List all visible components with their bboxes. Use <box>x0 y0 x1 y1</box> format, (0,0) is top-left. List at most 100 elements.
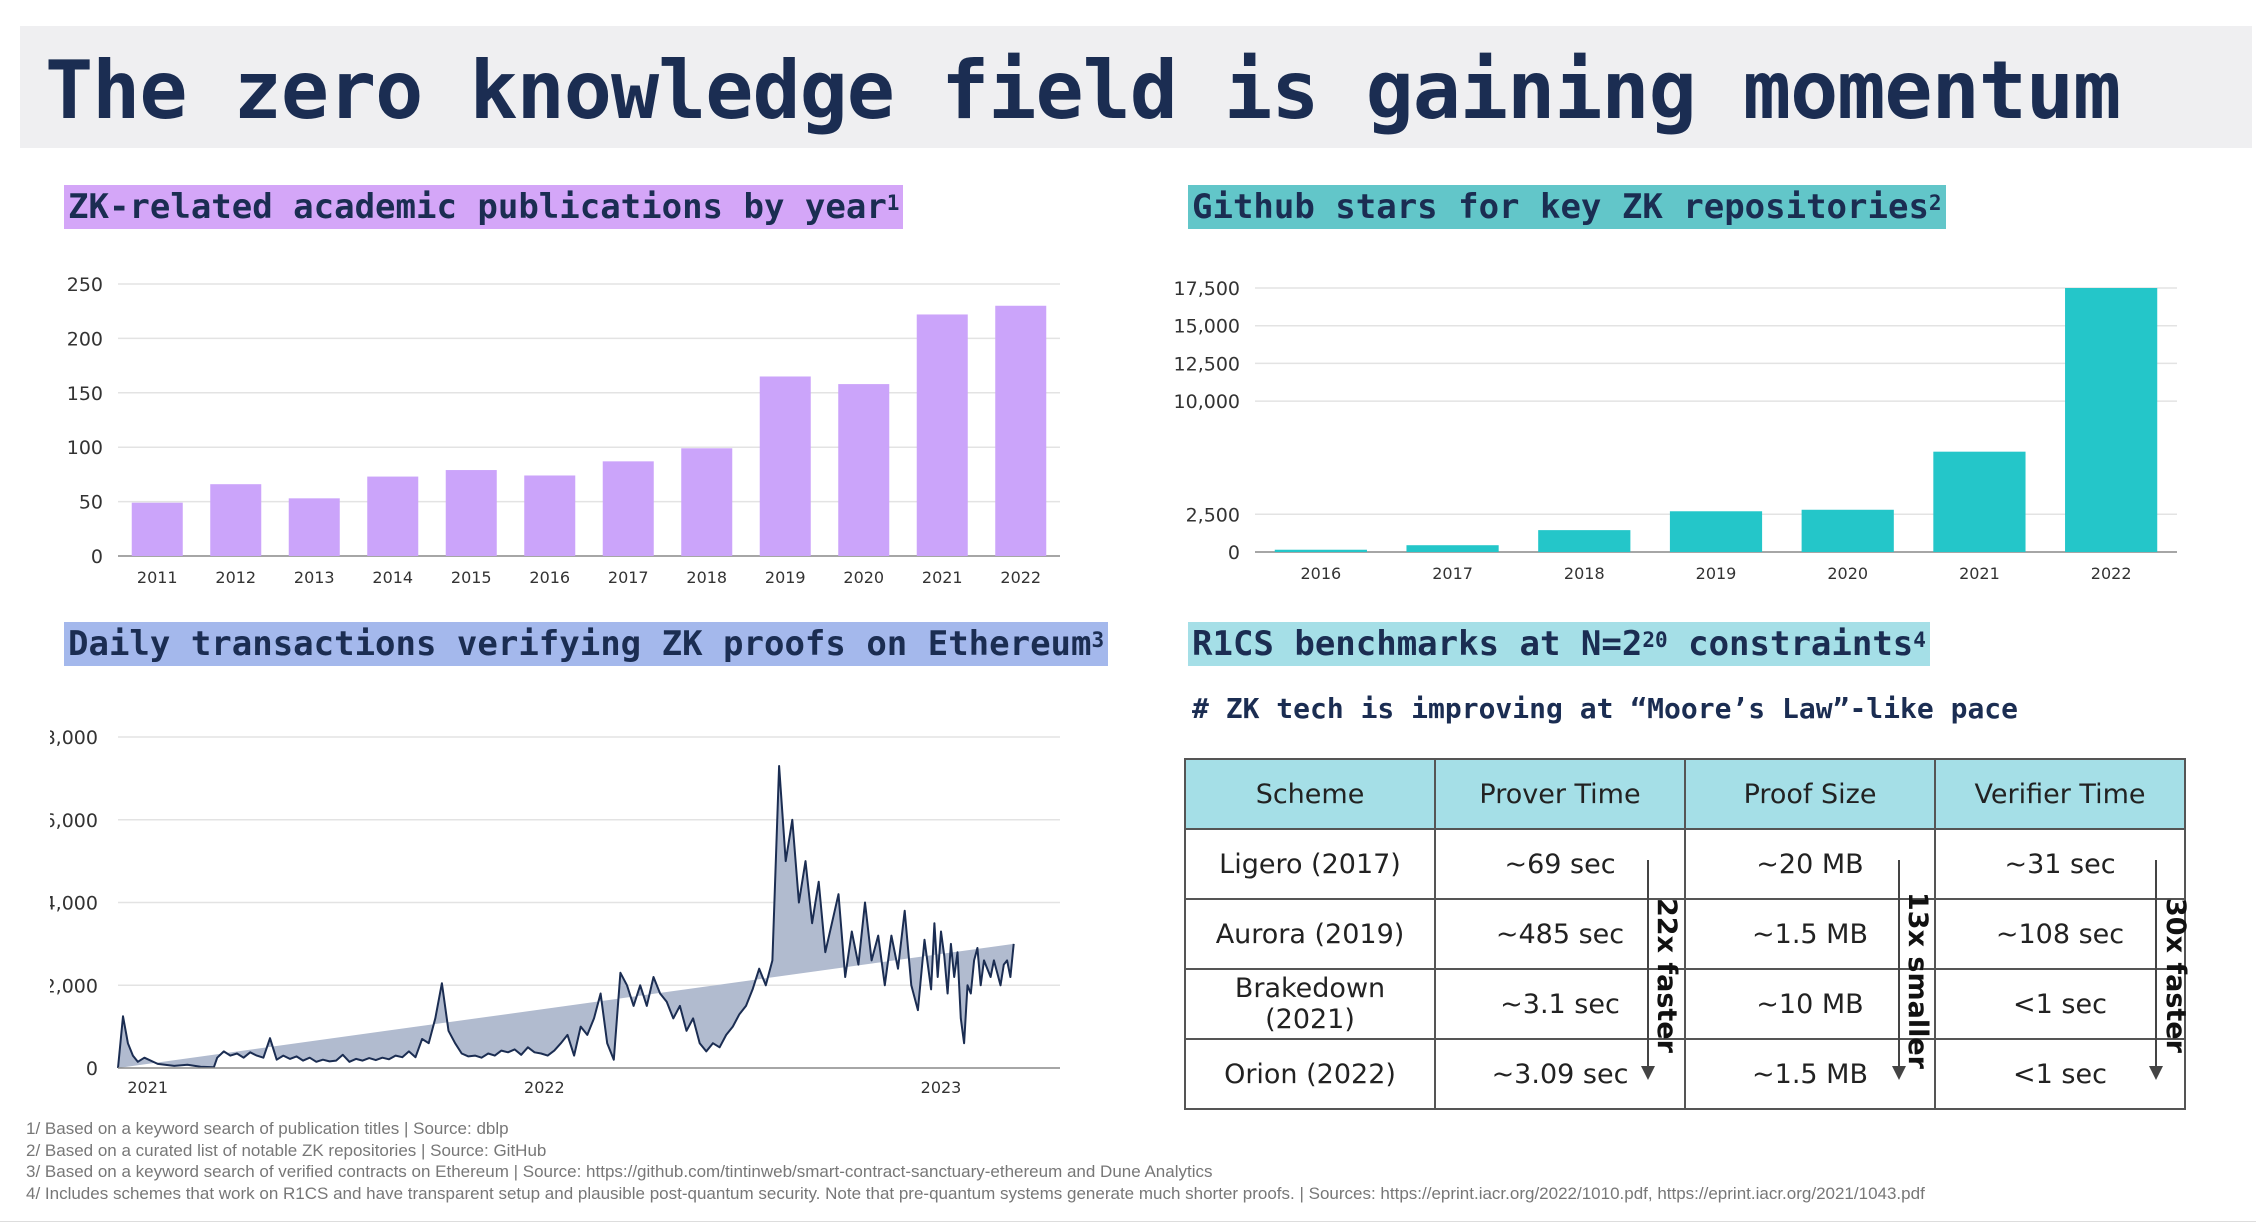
bar <box>681 448 733 556</box>
bar <box>2065 288 2158 552</box>
cell-scheme: Ligero (2017) <box>1184 828 1436 900</box>
cell-verifier-time: ~31 sec <box>1934 828 2186 900</box>
table-row: Orion (2022) ~3.09 sec ~1.5 MB <1 sec <box>1184 1038 2186 1110</box>
cell-proof-size: ~20 MB <box>1684 828 1936 900</box>
r1cs-subtitle: # ZK tech is improving at “Moore’s Law”-… <box>1192 692 2019 725</box>
cell-prover-time: ~69 sec <box>1434 828 1686 900</box>
footnote-4: 4/ Includes schemes that work on R1CS an… <box>26 1183 1925 1203</box>
y-tick-label: 0 <box>86 1058 98 1080</box>
footnote-marker: 3 <box>1091 628 1105 652</box>
y-tick-label: 100 <box>67 437 103 459</box>
table-row: Aurora (2019) ~485 sec ~1.5 MB ~108 sec <box>1184 898 2186 970</box>
footnote-1: 1/ Based on a keyword search of publicat… <box>26 1119 509 1138</box>
cell-scheme: Brakedown (2021) <box>1184 968 1436 1040</box>
bar <box>916 314 968 556</box>
publications-bar-chart: 0 50 100 150 200 250 2011 2012 2013 2014 2015 2016 2… <box>67 274 1060 587</box>
footnote-marker: 1 <box>886 191 900 215</box>
x-tick-label: 2020 <box>1827 564 1868 583</box>
table-header-row: Scheme Prover Time Proof Size Verifier T… <box>1184 758 2186 830</box>
cell-verifier-time: ~108 sec <box>1934 898 2186 970</box>
cell-proof-size: ~10 MB <box>1684 968 1936 1040</box>
bar <box>838 384 890 556</box>
footnote-marker: 2 <box>1928 191 1942 215</box>
x-tick-label: 2016 <box>529 568 570 587</box>
github-stars-bar-chart: 0 2,500 10,000 12,500 15,000 17,500 2016 2017 20… <box>1174 278 2177 583</box>
cell-scheme: Aurora (2019) <box>1184 898 1436 970</box>
y-tick-label: 150 <box>67 383 103 405</box>
bar <box>1801 509 1894 552</box>
y-tick-label: 2,500 <box>1186 504 1240 526</box>
publications-chart-title: ZK-related academic publications by year… <box>64 185 904 229</box>
y-tick-label: 6,000 <box>50 810 98 832</box>
table-row: Brakedown (2021) ~3.1 sec ~10 MB <1 sec <box>1184 968 2186 1040</box>
x-tick-label: 2021 <box>1959 564 2000 583</box>
footnote-3: 3/ Based on a keyword search of verified… <box>26 1162 1213 1181</box>
prover-improvement-arrow <box>1641 860 1655 1080</box>
table-row: Ligero (2017) ~69 sec ~20 MB ~31 sec <box>1184 828 2186 900</box>
bar <box>602 461 654 556</box>
x-tick-label: 2013 <box>294 568 335 587</box>
x-tick-label: 2019 <box>1696 564 1737 583</box>
x-tick-label: 2019 <box>765 568 806 587</box>
y-tick-label: 15,000 <box>1174 316 1240 338</box>
size-improvement-label: 13x smaller <box>1902 892 1933 1069</box>
bar <box>445 470 497 556</box>
y-tick-label: 8,000 <box>50 727 98 749</box>
y-tick-label: 250 <box>67 274 103 296</box>
header-proof-size: Proof Size <box>1684 758 1936 830</box>
y-tick-label: 12,500 <box>1174 353 1240 375</box>
cell-prover-time: ~3.09 sec <box>1434 1038 1686 1110</box>
bar <box>131 502 183 556</box>
r1cs-title-pre: R1CS benchmarks at N=2 <box>1192 624 1643 664</box>
x-tick-label: 2022 <box>2091 564 2132 583</box>
bar <box>1274 549 1367 552</box>
y-tick-label: 10,000 <box>1174 391 1240 413</box>
y-tick-label: 0 <box>91 546 103 568</box>
bar <box>210 484 262 556</box>
x-tick-label: 2018 <box>1564 564 1605 583</box>
bar <box>524 475 576 556</box>
bar <box>288 498 340 556</box>
y-tick-label: 50 <box>79 492 103 514</box>
footnotes: 1/ Based on a keyword search of publicat… <box>26 1118 1925 1204</box>
bottom-divider <box>0 1221 2256 1222</box>
bar <box>759 376 811 556</box>
header-scheme: Scheme <box>1184 758 1436 830</box>
y-tick-label: 4,000 <box>50 893 98 915</box>
x-tick-label: 2017 <box>608 568 649 587</box>
header-banner: The zero knowledge field is gaining mome… <box>20 26 2252 148</box>
y-tick-label: 17,500 <box>1174 278 1240 300</box>
x-tick-label: 2021 <box>922 568 963 587</box>
exponent: 20 <box>1642 628 1668 652</box>
x-tick-label: 2023 <box>921 1078 962 1097</box>
transactions-chart-title: Daily transactions verifying ZK proofs o… <box>64 622 1109 666</box>
tx-title-text: Daily transactions verifying ZK proofs o… <box>68 624 1092 664</box>
r1cs-title: R1CS benchmarks at N=220 constraints4 <box>1188 622 1930 666</box>
cell-proof-size: ~1.5 MB <box>1684 898 1936 970</box>
series-line <box>117 765 1015 1069</box>
publications-title-text: ZK-related academic publications by year <box>68 187 887 227</box>
bar <box>1406 545 1499 552</box>
cell-prover-time: ~485 sec <box>1434 898 1686 970</box>
x-tick-label: 2022 <box>524 1078 565 1097</box>
cell-prover-time: ~3.1 sec <box>1434 968 1686 1040</box>
y-tick-label: 0 <box>1228 542 1240 564</box>
size-improvement-arrow <box>1892 860 1906 1080</box>
bar <box>1669 511 1763 552</box>
cell-verifier-time: <1 sec <box>1934 968 2186 1040</box>
stars-title-text: Github stars for key ZK repositories <box>1192 187 1929 227</box>
bar <box>1538 530 1631 552</box>
prover-improvement-label: 22x faster <box>1651 898 1682 1053</box>
bar <box>367 476 419 556</box>
cell-scheme: Orion (2022) <box>1184 1038 1436 1110</box>
header-prover-time: Prover Time <box>1434 758 1686 830</box>
page-title: The zero knowledge field is gaining mome… <box>45 44 2121 137</box>
x-tick-label: 2021 <box>127 1078 168 1097</box>
area-fill <box>118 766 1014 1068</box>
x-tick-label: 2017 <box>1432 564 1473 583</box>
footnote-marker: 4 <box>1913 628 1926 652</box>
x-tick-label: 2015 <box>451 568 492 587</box>
verifier-improvement-label: 30x faster <box>2160 898 2191 1053</box>
r1cs-title-post: constraints <box>1667 624 1914 664</box>
transactions-area-chart: 0 2,000 4,000 6,000 8,000 2021 2022 2023 <box>50 727 1060 1097</box>
